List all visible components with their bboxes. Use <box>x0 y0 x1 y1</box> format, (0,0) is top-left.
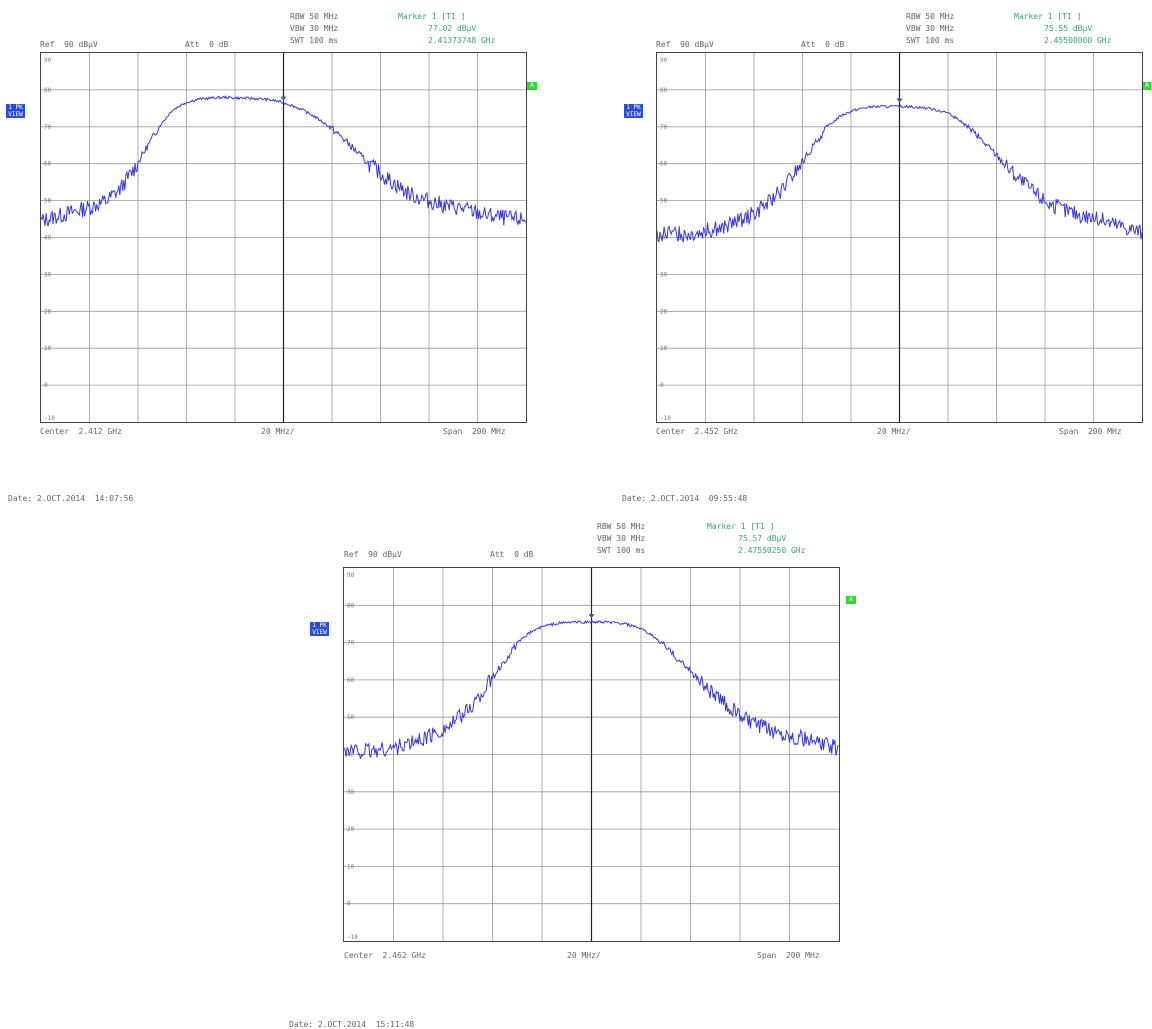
marker-triangle <box>896 98 903 103</box>
date-stamp: Date: 2.OCT.2014 14:07:56 <box>8 494 134 503</box>
spectrum-chart-svg: 90 80 70 60 50 40 30 20 10 0 -10 <box>41 53 526 422</box>
frequency-division: 20 MHz/ <box>877 427 911 436</box>
ref-level: Ref 90 dBµV <box>344 550 402 559</box>
marker-frequency: 2.45500000 GHz <box>1044 36 1112 45</box>
y-tick-label: 80 <box>44 87 52 94</box>
y-tick-label: 80 <box>347 602 355 609</box>
y-tick-label: 20 <box>347 826 355 833</box>
attenuation: Att 0 dB <box>801 40 845 49</box>
trace-mode-badge: 1 PK VIEW <box>6 104 25 118</box>
y-tick-label: 30 <box>44 271 52 278</box>
y-tick-label: 40 <box>44 235 52 242</box>
y-tick-label: 20 <box>660 308 668 315</box>
spectrum-plot-3: 90 80 70 60 50 40 30 20 10 0 -10 <box>343 567 840 942</box>
marker-triangle <box>280 96 287 101</box>
vbw-label: VBW 30 MHz <box>906 24 955 33</box>
attenuation: Att 0 dB <box>490 550 534 559</box>
y-tick-label: 10 <box>347 863 355 870</box>
y-tick-label: 60 <box>660 161 668 168</box>
y-tick-label: 60 <box>44 161 52 168</box>
trace-a-tag: A <box>846 596 856 604</box>
rbw-label: RBW 50 MHz <box>290 12 339 21</box>
vbw-label: VBW 30 MHz <box>597 534 646 543</box>
center-frequency: Center 2.462 GHz <box>344 951 426 960</box>
y-tick-label: 0 <box>44 382 48 389</box>
trace-a-tag: A <box>527 82 537 90</box>
y-tick-label: 50 <box>44 198 52 205</box>
ref-level: Ref 90 dBµV <box>656 40 714 49</box>
y-tick-label: 60 <box>347 677 355 684</box>
trace-a-tag: A <box>1143 82 1151 90</box>
swt-label: SWT 100 ms <box>906 36 955 45</box>
y-tick-label: 90 <box>44 57 52 64</box>
y-tick-label: -10 <box>660 415 671 422</box>
ref-level: Ref 90 dBµV <box>40 40 98 49</box>
rbw-label: RBW 50 MHz <box>906 12 955 21</box>
spectrum-plot-1: 90 80 70 60 50 40 30 20 10 0 -10 <box>40 52 527 423</box>
marker-triangle <box>588 614 595 619</box>
y-tick-label: 10 <box>44 345 52 352</box>
y-tick-label: 90 <box>347 572 355 579</box>
y-tick-label: 50 <box>660 198 668 205</box>
marker-title: Marker 1 [T1 ] <box>707 522 775 531</box>
frequency-division: 20 MHz/ <box>261 427 295 436</box>
center-frequency: Center 2.412 GHz <box>40 427 122 436</box>
y-tick-label: 80 <box>660 87 668 94</box>
badge-bottom: VIEW <box>8 111 23 118</box>
y-tick-label: 40 <box>660 235 668 242</box>
marker-frequency: 2.41373748 GHz <box>428 36 496 45</box>
spectrum-chart-svg: 90 80 70 60 50 40 30 20 10 0 -10 <box>657 53 1142 422</box>
marker-title: Marker 1 [T1 ] <box>398 12 466 21</box>
badge-top: 1 PK <box>312 622 327 629</box>
spectrum-trace <box>41 95 526 227</box>
y-tick-label: 50 <box>347 714 355 721</box>
y-tick-label: 90 <box>660 57 668 64</box>
y-tick-label: -10 <box>347 934 358 941</box>
vbw-label: VBW 30 MHz <box>290 24 339 33</box>
swt-label: SWT 100 ms <box>290 36 339 45</box>
marker-level: 75.57 dBµV <box>738 534 787 543</box>
span-label: Span 200 MHz <box>757 951 820 960</box>
y-tick-label: 30 <box>660 271 668 278</box>
marker-title: Marker 1 [T1 ] <box>1014 12 1082 21</box>
marker-level: 75.55 dBµV <box>1044 24 1093 33</box>
spectrum-trace <box>344 620 839 760</box>
attenuation: Att 0 dB <box>185 40 229 49</box>
badge-bottom: VIEW <box>312 629 327 636</box>
rbw-label: RBW 50 MHz <box>597 522 646 531</box>
span-label: Span 200 MHz <box>1059 427 1122 436</box>
y-tick-label: 20 <box>44 308 52 315</box>
badge-top: 1 PK <box>626 104 641 111</box>
y-tick-label: 70 <box>660 124 668 131</box>
badge-bottom: VIEW <box>626 111 641 118</box>
y-tick-label: 0 <box>347 901 351 908</box>
center-frequency: Center 2.452 GHz <box>656 427 738 436</box>
trace-mode-badge: 1 PK VIEW <box>624 104 643 118</box>
y-tick-label: 70 <box>44 124 52 131</box>
date-stamp: Date: 2.OCT.2014 09:55:48 <box>622 494 748 503</box>
y-tick-label: 30 <box>347 789 355 796</box>
spectrum-plot-2: 90 80 70 60 50 40 30 20 10 0 -10 <box>656 52 1143 423</box>
frequency-division: 20 MHz/ <box>567 951 601 960</box>
y-tick-label: 0 <box>660 382 664 389</box>
swt-label: SWT 100 ms <box>597 546 646 555</box>
spectrum-trace <box>657 104 1142 244</box>
marker-level: 77.02 dBµV <box>428 24 477 33</box>
marker-frequency: 2.47550250 GHz <box>738 546 806 555</box>
y-tick-label: -10 <box>44 415 55 422</box>
spectrum-chart-svg: 90 80 70 60 50 40 30 20 10 0 -10 <box>344 568 839 941</box>
y-tick-label: 40 <box>347 752 355 759</box>
y-tick-label: 70 <box>347 640 355 647</box>
y-tick-label: 10 <box>660 345 668 352</box>
span-label: Span 200 MHz <box>443 427 506 436</box>
date-stamp: Date: 2.OCT.2014 15:11:48 <box>289 1020 415 1029</box>
badge-top: 1 PK <box>8 104 23 111</box>
trace-mode-badge: 1 PK VIEW <box>310 622 329 636</box>
